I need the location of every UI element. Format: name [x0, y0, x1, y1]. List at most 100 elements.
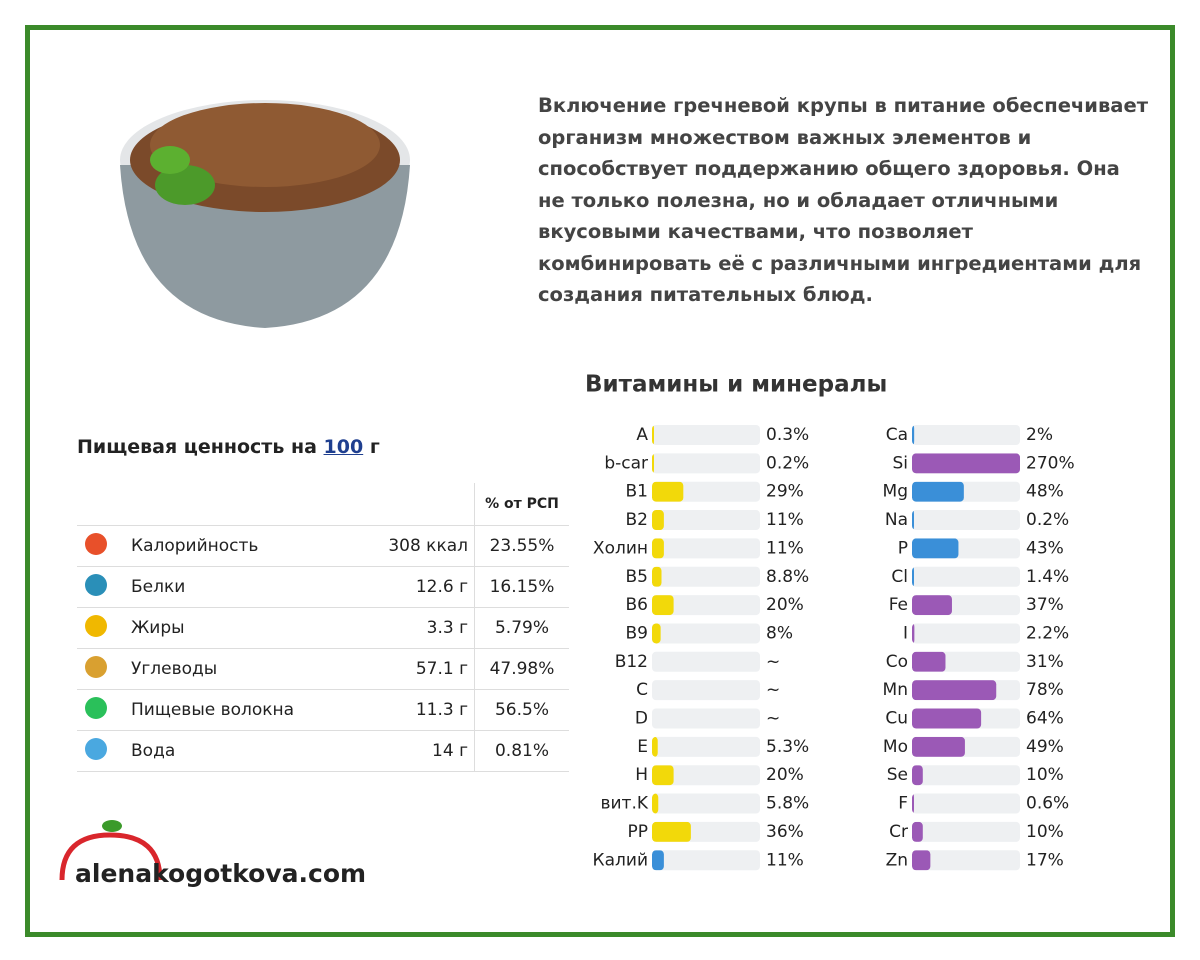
bar-track — [652, 680, 760, 701]
cell-amt: 14 г — [327, 730, 475, 772]
bar — [652, 850, 664, 871]
category-label: Холин — [593, 538, 648, 558]
value-label: ~ — [766, 680, 780, 700]
nutrition-row: Калорийность 308 ккал 23.55% — [77, 525, 569, 567]
value-label: 43% — [1026, 538, 1064, 558]
title-prefix: Пищевая ценность на — [77, 436, 317, 458]
bar-track — [912, 765, 1020, 786]
value-label: 11% — [766, 850, 804, 870]
bar — [912, 708, 982, 729]
bar-chart: Ca 2% Si 270% Mg 48% Na 0.2% P 43% Cl 1.4% Fe 37% I 2.2… — [883, 425, 1075, 871]
value-label: 11% — [766, 538, 804, 558]
icon — [85, 573, 107, 596]
bar-track — [912, 623, 1020, 644]
value-label: 270% — [1026, 453, 1075, 473]
category-label: P — [898, 538, 908, 558]
nutrition-row: Пищевые волокна 11.3 г 56.5% — [77, 689, 569, 731]
bar — [912, 680, 997, 701]
category-label: B6 — [626, 595, 648, 615]
value-label: ~ — [766, 652, 780, 672]
value-label: 8.8% — [766, 567, 809, 587]
category-label: H — [635, 765, 648, 785]
icon — [85, 696, 107, 719]
chart-title: Витамины и минералы — [585, 372, 887, 398]
nutrition-table: % от РСП Калорийность 308 ккал 23.55% Белки… — [77, 483, 569, 772]
value-label: 10% — [1026, 822, 1064, 842]
category-label: Se — [887, 765, 908, 785]
bar — [912, 850, 931, 871]
category-label: Mg — [883, 482, 908, 502]
bar — [912, 623, 915, 644]
category-label: D — [635, 709, 648, 729]
value-label: 64% — [1026, 709, 1064, 729]
category-label: B2 — [626, 510, 648, 530]
category-label: B1 — [626, 482, 648, 502]
cell-name: Жиры — [125, 607, 327, 649]
nutrition-row: Белки 12.6 г 16.15% — [77, 566, 569, 608]
cell-amt: 3.3 г — [327, 607, 475, 649]
value-label: 49% — [1026, 737, 1064, 757]
bar — [912, 453, 1020, 474]
bar-track — [912, 566, 1020, 587]
bar-track — [652, 736, 760, 757]
category-label: Ca — [886, 425, 908, 445]
value-label: 48% — [1026, 482, 1064, 502]
bar-track — [912, 425, 1020, 445]
category-label: E — [637, 737, 648, 757]
category-label: вит.K — [600, 794, 648, 814]
category-label: B9 — [626, 623, 648, 643]
category-label: B5 — [626, 567, 648, 587]
category-label: Fe — [889, 595, 908, 615]
bar — [912, 510, 914, 531]
cell-pct: 56.5% — [474, 689, 569, 731]
bar — [912, 566, 914, 587]
cell-amt: 12.6 г — [327, 566, 475, 608]
value-label: 29% — [766, 482, 804, 502]
cell-pct: 0.81% — [474, 730, 569, 772]
bar-track — [912, 510, 1020, 531]
value-label: 1.4% — [1026, 567, 1069, 587]
value-label: 78% — [1026, 680, 1064, 700]
cell-name: Углеводы — [125, 648, 327, 690]
bar — [652, 510, 664, 531]
category-label: Mn — [883, 680, 908, 700]
category-label: Mo — [883, 737, 908, 757]
icon-cell — [77, 689, 125, 731]
bar — [652, 793, 659, 814]
logo-icon — [59, 820, 163, 881]
amount-link[interactable]: 100 — [323, 436, 364, 458]
category-label: A — [636, 425, 648, 445]
bar-track — [912, 850, 1020, 871]
cell-name: Калорийность — [125, 525, 327, 567]
intro-text: Включение гречневой крупы в питание обес… — [538, 94, 1148, 306]
value-label: 0.2% — [766, 453, 809, 473]
bar-track — [652, 651, 760, 672]
bar-track — [652, 425, 760, 445]
category-label: I — [903, 623, 908, 643]
icon-cell — [77, 730, 125, 772]
header-row: % от РСП — [77, 483, 569, 526]
value-label: 0.6% — [1026, 794, 1069, 814]
frame — [25, 25, 1175, 937]
bar-track — [652, 765, 760, 786]
bar-track — [652, 850, 760, 871]
category-label: Na — [885, 510, 908, 530]
bar-track — [652, 595, 760, 616]
value-label: 37% — [1026, 595, 1064, 615]
cell-pct: 5.79% — [474, 607, 569, 649]
icon — [85, 737, 107, 760]
title-suffix: г — [369, 436, 380, 458]
value-label: 17% — [1026, 850, 1064, 870]
bar-track — [912, 821, 1020, 842]
value-label: 20% — [766, 765, 804, 785]
bar-track — [652, 708, 760, 729]
category-label: B12 — [615, 652, 648, 672]
cell-pct: 47.98% — [474, 648, 569, 690]
bar — [912, 821, 923, 842]
cell-amt: 308 ккал — [327, 525, 475, 567]
bar — [652, 481, 684, 502]
value-label: 20% — [766, 595, 804, 615]
value-label: 31% — [1026, 652, 1064, 672]
cell-pct: 16.15% — [474, 566, 569, 608]
icon-cell — [77, 566, 125, 608]
